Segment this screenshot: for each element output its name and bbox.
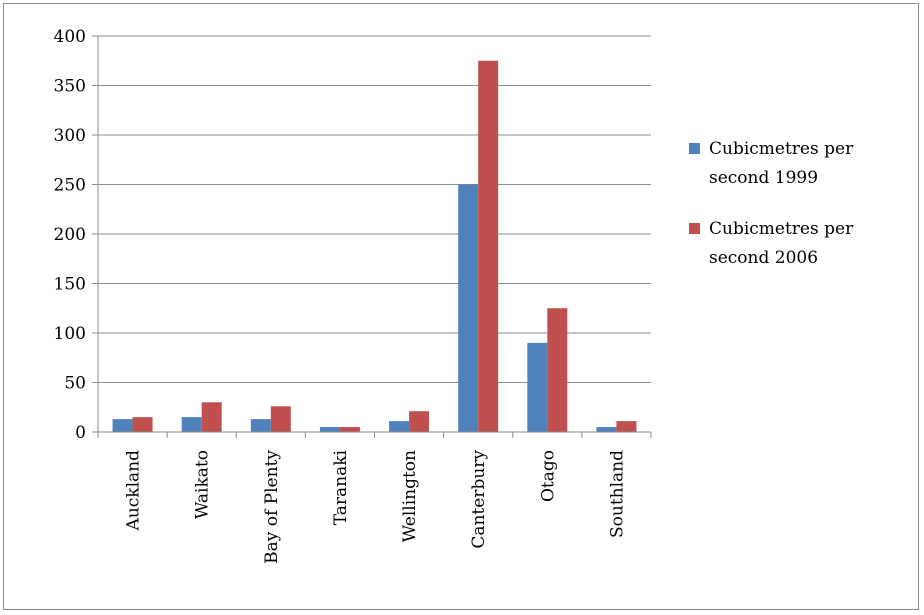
x-tick-label: Taranaki — [331, 449, 351, 525]
x-tick-label: Auckland — [124, 450, 144, 532]
bar-series-1-bay-of-plenty — [250, 419, 271, 432]
bar-series-2-wellington — [409, 411, 430, 432]
bar-series-1-southland — [596, 427, 617, 432]
bar-chart: 0 50 100 150 200 250 300 350 400 Auckland Waikato… — [54, 27, 855, 564]
bar-series-1-waikato — [181, 417, 202, 432]
axes — [92, 35, 652, 438]
x-tick-label: Waikato — [193, 450, 213, 519]
y-tick-label: 200 — [54, 225, 86, 245]
bar-series-2-bay-of-plenty — [270, 406, 291, 432]
x-tick-label: Wellington — [400, 450, 420, 542]
bar-series-2-auckland — [132, 417, 153, 432]
bar-series-1-auckland — [112, 419, 133, 432]
y-tick-label: 350 — [54, 77, 86, 97]
x-tick-label: Canterbury — [469, 450, 489, 549]
x-tick-labels: Auckland Waikato Bay of Plenty Taranaki Well… — [124, 449, 628, 563]
bar-series-2-southland — [616, 421, 637, 432]
bar-series-2-waikato — [201, 402, 222, 432]
legend: Cubicmetres per second 1999 Cubicmetres pe… — [689, 139, 854, 268]
x-tick-label: Bay of Plenty — [262, 450, 282, 564]
x-tick-label: Southland — [607, 450, 627, 538]
bar-series-1-wellington — [389, 421, 410, 432]
bar-series-2-otago — [547, 308, 568, 432]
y-tick-label: 150 — [54, 275, 86, 295]
bar-series-1-canterbury — [458, 184, 479, 432]
x-tick-label: Otago — [538, 450, 558, 502]
legend-swatch — [689, 143, 700, 154]
y-tick-label: 250 — [54, 176, 86, 196]
legend-label: Cubicmetres per second 1999 — [709, 139, 854, 188]
y-tick-label: 0 — [75, 423, 86, 443]
legend-swatch — [689, 223, 700, 234]
y-tick-labels: 0 50 100 150 200 250 300 350 400 — [54, 27, 86, 443]
bar-series-2-taranaki — [339, 427, 360, 432]
legend-label: Cubicmetres per second 2006 — [709, 219, 854, 268]
bar-series-2-canterbury — [478, 60, 499, 432]
bar-series-1-otago — [527, 342, 548, 432]
y-tick-label: 50 — [64, 374, 86, 394]
y-tick-label: 400 — [54, 27, 86, 47]
chart-frame: 0 50 100 150 200 250 300 350 400 Auckland Waikato… — [3, 3, 919, 610]
y-tick-label: 300 — [54, 126, 86, 146]
bars — [112, 60, 637, 432]
y-tick-label: 100 — [54, 324, 86, 344]
bar-series-1-taranaki — [319, 427, 340, 432]
gridlines — [98, 35, 651, 383]
